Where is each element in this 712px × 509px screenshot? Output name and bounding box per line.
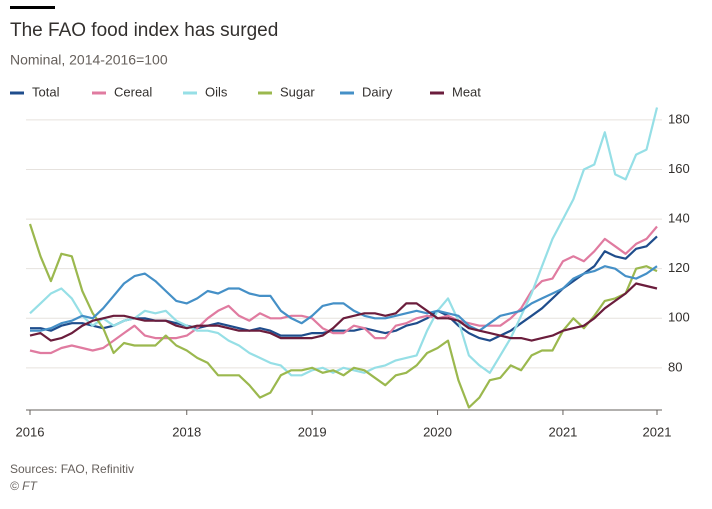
source: Sources: FAO, Refinitiv [10,462,134,476]
series-line [28,223,658,409]
x-tick-label: 2020 [423,424,452,439]
series-line [29,225,658,355]
x-tick-label: 2021 [548,424,577,439]
y-tick-label: 140 [668,211,690,226]
x-tick-label: 2018 [172,424,201,439]
x-tick-label: 2016 [16,424,45,439]
y-tick-label: 160 [668,161,690,176]
legend-label: Meat [452,84,481,99]
x-tick-label: 2021 [643,424,672,439]
legend-label: Dairy [362,84,393,99]
legend-label: Sugar [280,84,315,99]
series-line [29,282,658,342]
credit: © FT [10,479,39,493]
chart-title: The FAO food index has surged [10,20,278,41]
y-tick-label: 100 [668,310,690,325]
x-tick-label: 2019 [298,424,327,439]
legend-label: Cereal [114,84,152,99]
legend-label: Oils [205,84,228,99]
y-tick-label: 120 [668,260,690,275]
series-line [30,265,658,332]
brand-bar [10,6,55,9]
legend-label: Total [32,84,60,99]
y-tick-label: 80 [668,359,682,374]
y-tick-label: 180 [668,111,690,126]
series-line [29,107,659,377]
chart-subtitle: Nominal, 2014-2016=100 [10,52,168,68]
